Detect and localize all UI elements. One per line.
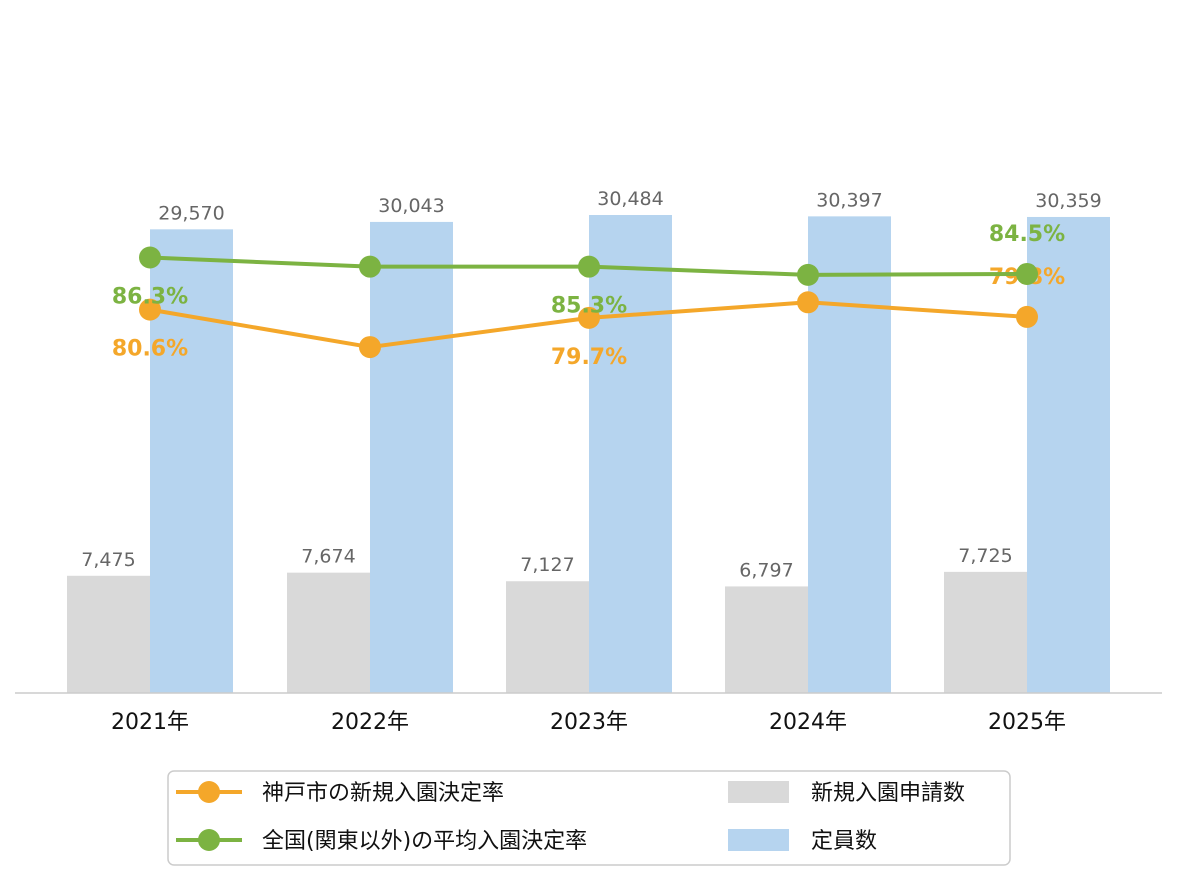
x-tick-label: 2021年 [111,710,189,735]
bars-layer: 7,475 29,570 7,674 30,043 7,127 30,484 6,797 30… [67,188,1110,694]
bar-capacity-label: 30,359 [1035,190,1101,212]
bar-applications-label: 7,475 [81,549,135,571]
legend-box-swatch [728,829,789,851]
national-rate-label: 86.3% [112,285,188,310]
bar-applications-label: 7,127 [520,554,574,576]
bar-capacity [1027,216,1110,694]
x-tick-label: 2023年 [550,710,628,735]
bar-applications-label: 7,725 [958,545,1012,567]
point-kobe-rate [359,336,381,359]
bar-capacity-label: 30,484 [597,188,663,210]
point-kobe-rate [578,306,600,329]
bar-capacity-label: 30,043 [378,195,444,217]
bar-capacity-label: 29,570 [158,202,224,224]
legend-label: 定員数 [811,829,877,854]
legend-marker [198,781,220,803]
x-tick-label: 2024年 [769,710,847,735]
bar-applications [67,575,150,693]
bar-applications-label: 6,797 [739,559,793,581]
point-national-rate [359,255,381,278]
legend-label: 新規入園申請数 [811,781,965,806]
legend-label: 全国(関東以外)の平均入園決定率 [262,829,587,854]
x-tick-labels: 2021年 2022年 2023年 2024年 2025年 [111,710,1066,735]
point-national-rate [1016,262,1038,285]
point-national-rate [139,246,161,269]
point-kobe-rate [1016,305,1038,328]
national-rate-label: 84.5% [989,222,1065,247]
bar-capacity [589,215,672,693]
x-tick-label: 2022年 [331,710,409,735]
lines-layer: 80.6%79.7%79.8%86.3%85.3%84.5% [112,222,1065,370]
national-rate-label: 85.3% [551,294,627,319]
legend-marker [198,829,220,851]
bar-capacity [370,221,453,693]
x-tick-label: 2025年 [988,710,1066,735]
bar-capacity-label: 30,397 [816,189,882,211]
bar-applications [944,571,1027,693]
bar-applications [287,572,370,693]
kobe-rate-label: 79.7% [551,345,627,370]
point-national-rate [578,255,600,278]
point-national-rate [797,263,819,286]
legend-label: 神戸市の新規入園決定率 [262,781,504,806]
point-kobe-rate [797,291,819,314]
legend-box [167,770,1011,866]
bar-applications [506,581,589,693]
legend-box-swatch [728,781,789,803]
bar-capacity [808,216,891,693]
point-kobe-rate [139,298,161,321]
bar-applications-label: 7,674 [301,546,355,568]
bar-applications [725,586,808,693]
bar-capacity [150,229,233,693]
kobe-rate-label: 80.6% [112,337,188,362]
